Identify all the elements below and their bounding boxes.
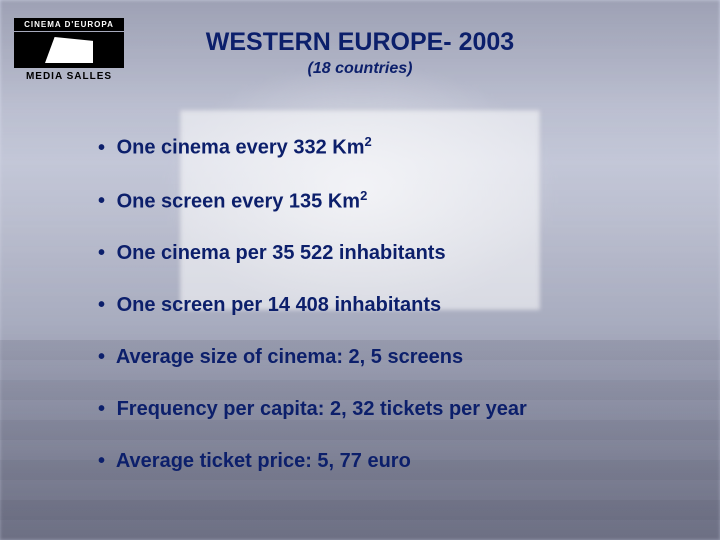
bullet-dot-icon: • <box>98 345 105 369</box>
bullet-text: Frequency per capita: 2, 32 tickets per … <box>117 398 527 420</box>
bullet-text: Average ticket price: 5, 77 euro <box>116 450 411 472</box>
slide-title: WESTERN EUROPE- 2003 <box>0 28 720 57</box>
bullet-dot-icon: • <box>98 397 105 421</box>
bullet-sup: 2 <box>365 134 372 149</box>
bullet-sup: 2 <box>360 188 367 203</box>
list-item: • Average ticket price: 5, 77 euro <box>98 449 680 473</box>
bullet-dot-icon: • <box>98 189 105 213</box>
list-item: • One screen every 135 Km2 <box>98 188 680 214</box>
list-item: • Frequency per capita: 2, 32 tickets pe… <box>98 397 680 421</box>
list-item: • One cinema per 35 522 inhabitants <box>98 241 680 265</box>
slide-subtitle: (18 countries) <box>0 60 720 78</box>
bullet-text: One cinema every 332 Km <box>117 137 365 159</box>
bullet-text: One screen per 14 408 inhabitants <box>117 294 442 316</box>
bullet-dot-icon: • <box>98 293 105 317</box>
bullet-dot-icon: • <box>98 449 105 473</box>
bullet-text: One cinema per 35 522 inhabitants <box>117 242 446 264</box>
bullet-dot-icon: • <box>98 241 105 265</box>
bullet-text: One screen every 135 Km <box>117 190 361 212</box>
bullet-text: Average size of cinema: 2, 5 screens <box>116 346 463 368</box>
list-item: • Average size of cinema: 2, 5 screens <box>98 345 680 369</box>
list-item: • One screen per 14 408 inhabitants <box>98 293 680 317</box>
bullet-list: • One cinema every 332 Km2 • One screen … <box>98 134 680 501</box>
bullet-dot-icon: • <box>98 136 105 160</box>
list-item: • One cinema every 332 Km2 <box>98 134 680 160</box>
